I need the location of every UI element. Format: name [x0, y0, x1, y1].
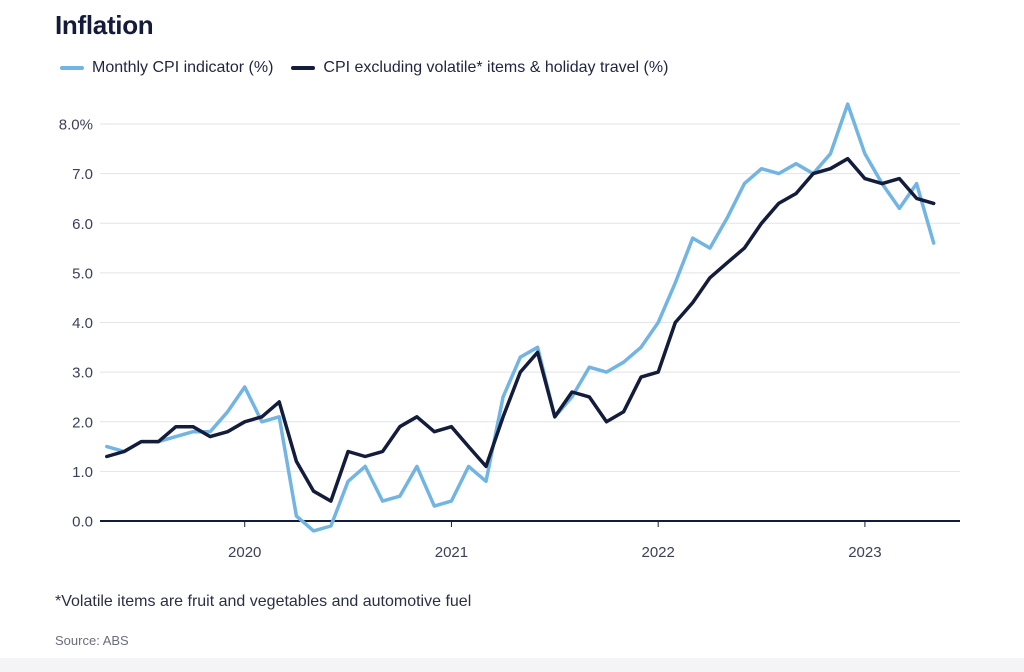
- legend-label-monthly: Monthly CPI indicator (%): [92, 59, 274, 76]
- bottom-strip: [0, 658, 1024, 672]
- legend-label-excluding: CPI excluding volatile* items & holiday …: [323, 59, 669, 76]
- source-note: Source: ABS: [55, 633, 129, 648]
- chart-title: Inflation: [55, 10, 154, 40]
- gridlines: [100, 123, 960, 472]
- legend-swatch-monthly: [60, 66, 84, 70]
- x-tick-label: 2022: [641, 544, 674, 561]
- series-line-cpi-excluding: [105, 156, 936, 503]
- y-tick-label: 2.0: [72, 414, 93, 431]
- y-tick-label: 3.0: [72, 365, 93, 382]
- x-tick-label: 2020: [228, 544, 261, 561]
- legend-item-excluding: CPI excluding volatile* items & holiday …: [291, 59, 668, 77]
- legend: Monthly CPI indicator (%) CPI excluding …: [60, 59, 686, 77]
- x-axis-ticks: 2020 2021 2022 2023: [228, 521, 882, 561]
- series-line-monthly-cpi: [105, 102, 936, 533]
- y-tick-label: 0.0: [72, 514, 93, 531]
- y-tick-label: 7.0: [72, 166, 93, 183]
- series-group: [105, 102, 936, 533]
- line-chart: 0.01.02.03.04.05.06.07.08.0% 2020 2021 202…: [59, 102, 960, 561]
- legend-item-monthly: Monthly CPI indicator (%): [60, 59, 273, 77]
- y-tick-label: 4.0: [72, 315, 93, 332]
- y-axis-ticks: 0.0 1.0 2.0 3.0 4.0 5.0 6.0 7.0 8.0%: [59, 117, 93, 531]
- footnote: *Volatile items are fruit and vegetables…: [55, 593, 472, 610]
- y-tick-label: 5.0: [72, 265, 93, 282]
- y-tick-label: 8.0%: [59, 117, 93, 134]
- y-tick-label: 6.0: [72, 216, 93, 233]
- legend-swatch-excluding: [291, 66, 316, 70]
- x-tick-label: 2021: [435, 544, 468, 561]
- x-tick-label: 2023: [848, 544, 881, 561]
- y-tick-label: 1.0: [72, 464, 93, 481]
